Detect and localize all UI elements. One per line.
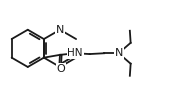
Text: N: N	[56, 25, 64, 35]
Text: O: O	[57, 64, 66, 74]
Text: HN: HN	[67, 48, 83, 58]
Text: N: N	[114, 48, 123, 58]
